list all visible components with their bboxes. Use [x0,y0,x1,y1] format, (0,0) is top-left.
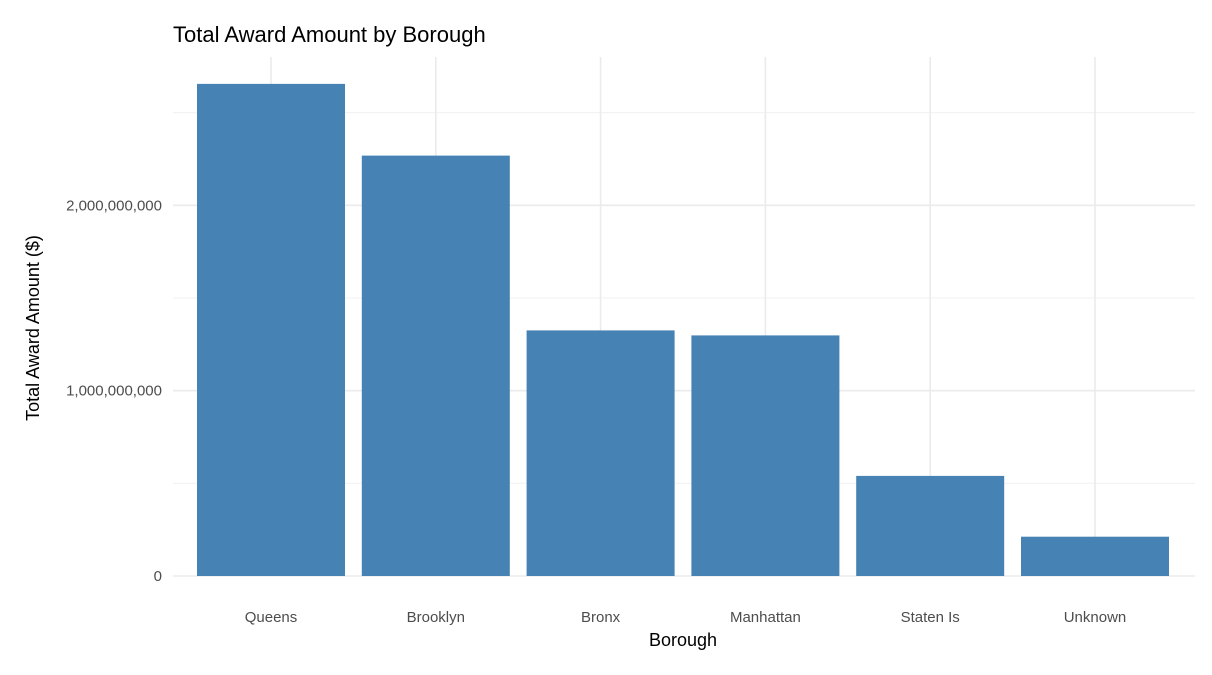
bar-brooklyn [361,155,510,577]
bar-unknown [1021,536,1169,576]
bar-queens [197,83,345,577]
chart-title: Total Award Amount by Borough [173,22,486,47]
x-tick-label: Manhattan [730,609,801,626]
x-tick-label: Queens [245,609,298,626]
x-tick-label: Bronx [581,609,621,626]
y-tick-label: 0 [154,568,162,585]
x-tick-label: Staten Is [901,609,960,626]
x-tick-labels: Queens Brooklyn Bronx Manhattan Staten Is Unk… [245,609,1127,626]
y-tick-label: 2,000,000,000 [66,197,162,214]
x-tick-label: Brooklyn [407,609,465,626]
bar-staten-is [856,475,1005,576]
bar-manhattan [691,335,840,576]
bars [197,83,1169,577]
x-axis-title: Borough [649,630,717,650]
x-tick-label: Unknown [1064,609,1127,626]
y-tick-label: 1,000,000,000 [66,383,162,400]
bar-bronx [526,330,675,576]
y-tick-labels: 0 1,000,000,000 2,000,000,000 [66,197,162,585]
y-axis-title: Total Award Amount ($) [23,235,43,421]
